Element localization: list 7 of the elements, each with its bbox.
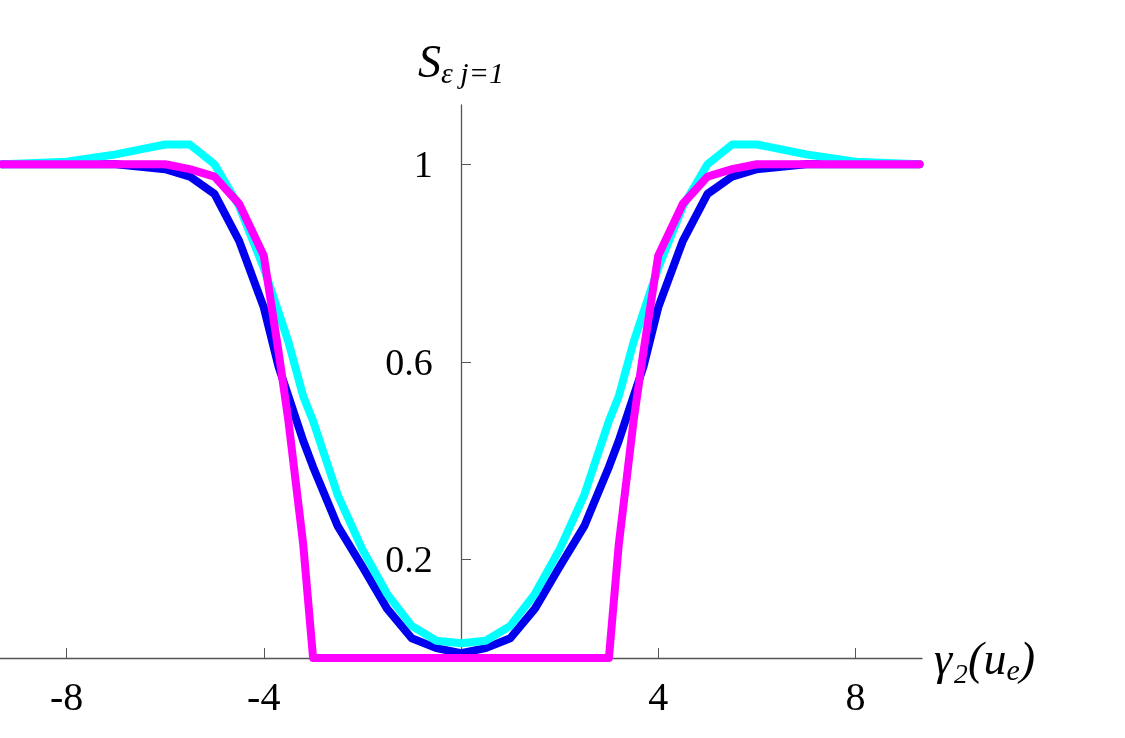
y-tick-label: 1: [413, 143, 433, 186]
x-tick-label: -4: [247, 673, 281, 719]
x-tick-label: 8: [845, 673, 866, 719]
x-tick-label: 4: [648, 673, 669, 719]
x-tick-label: -8: [49, 673, 84, 719]
y-tick-label: 0.6: [385, 340, 433, 383]
y-tick-label: 0.2: [385, 538, 433, 581]
